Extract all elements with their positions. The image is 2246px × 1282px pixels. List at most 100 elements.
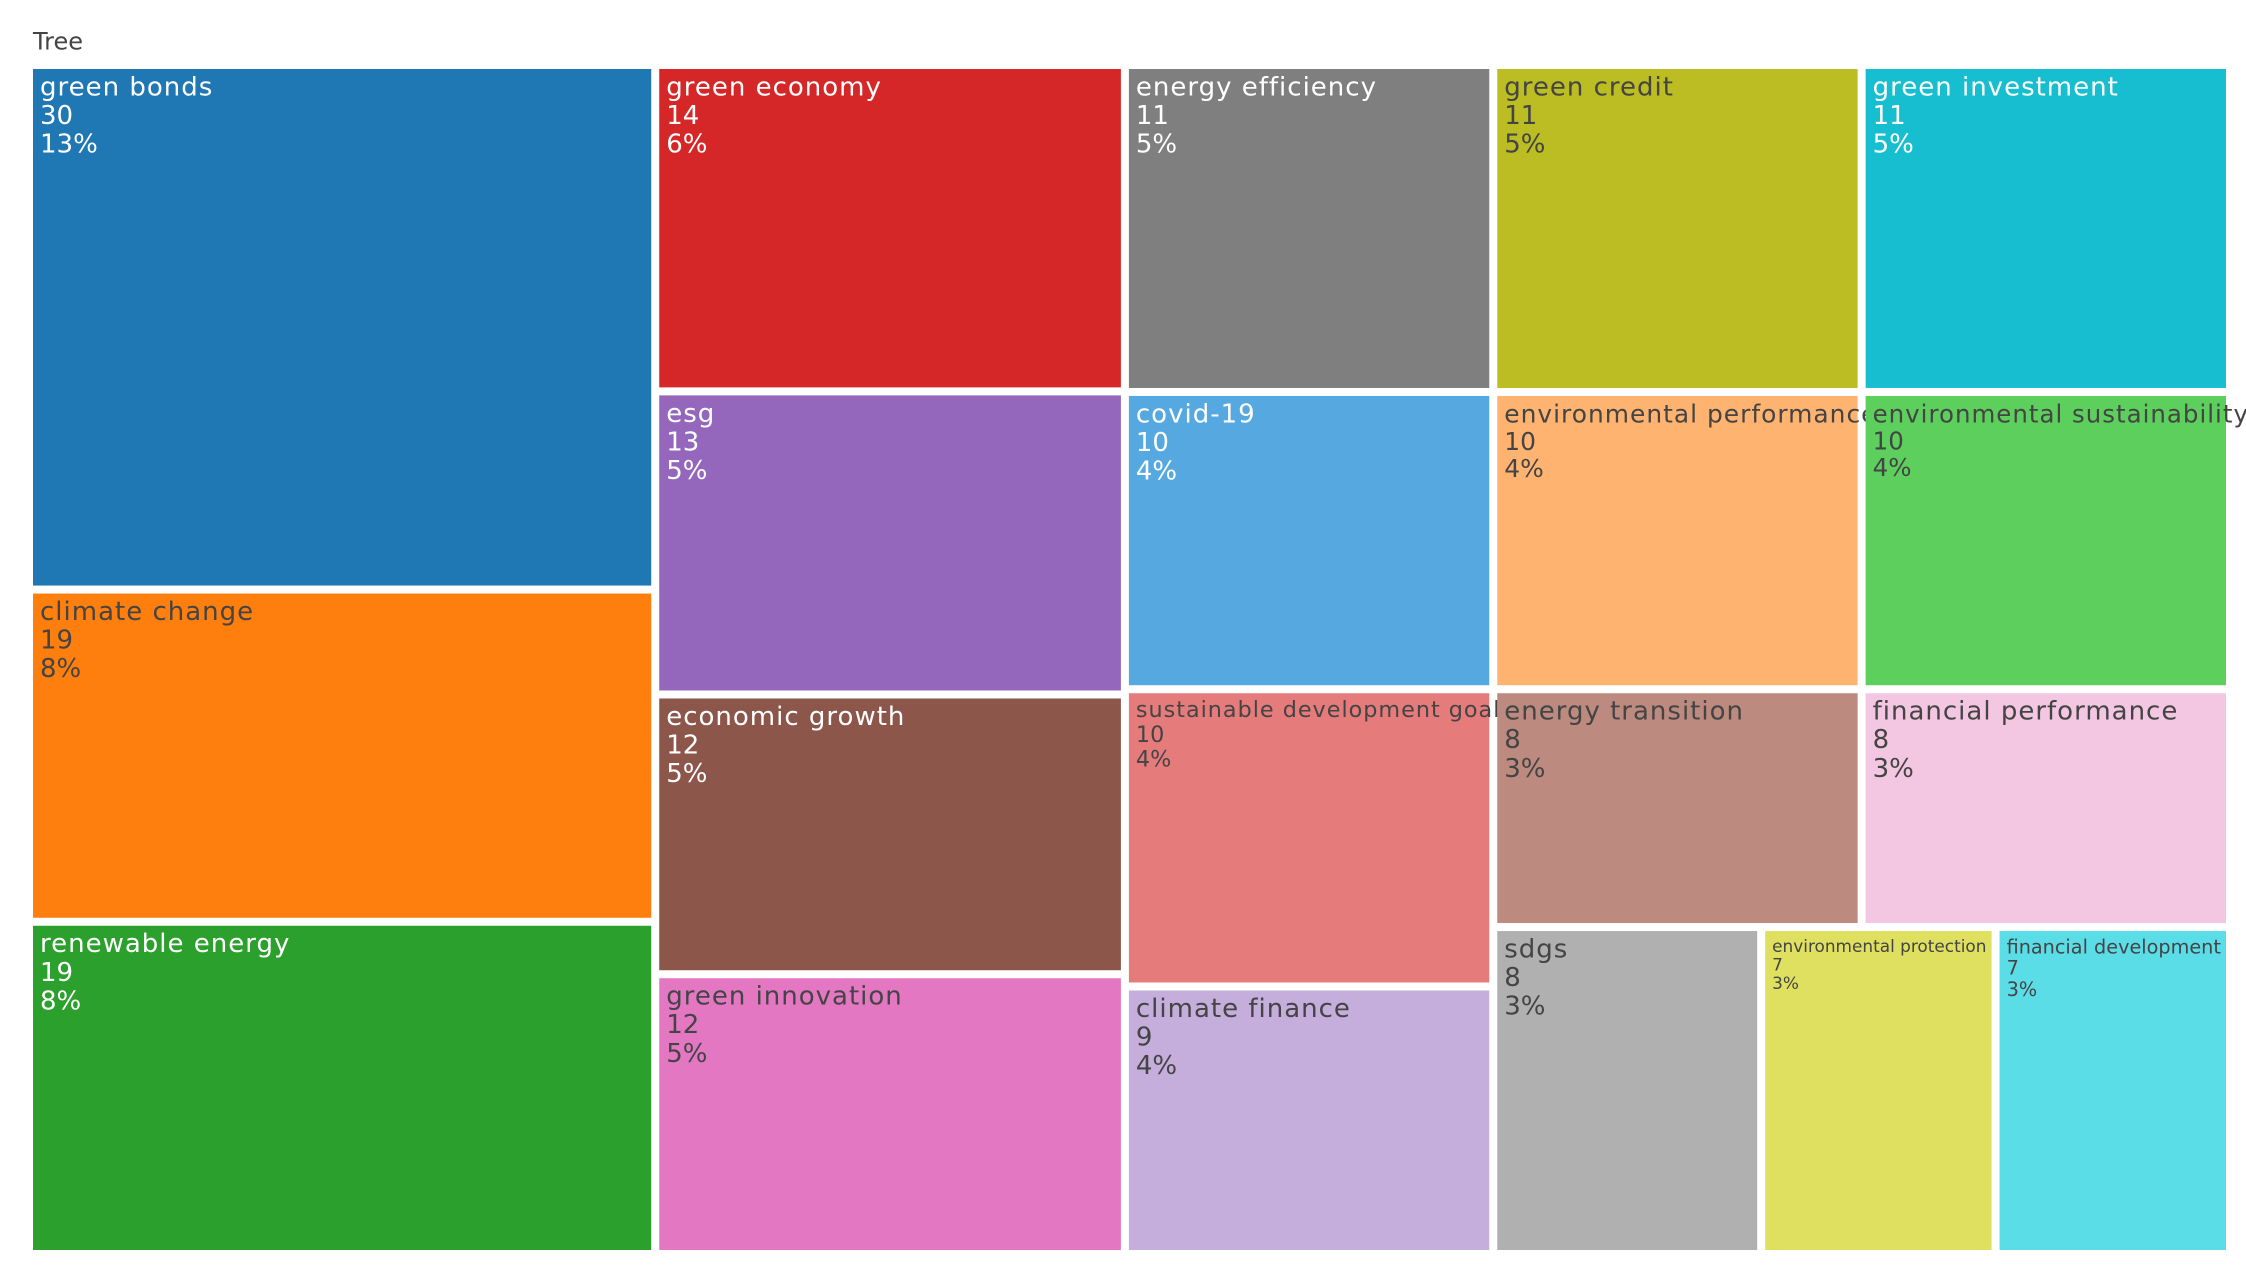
- tile-share: 4%: [1136, 1051, 1177, 1081]
- tile-value: 10: [1136, 428, 1169, 458]
- tile-share: 4%: [1504, 454, 1544, 483]
- tile-share: 5%: [666, 456, 707, 486]
- tile-label: energy transition: [1504, 697, 1744, 727]
- tile-value: 11: [1873, 101, 1906, 131]
- tile-share: 3%: [1504, 754, 1545, 784]
- tile-label: green investment: [1873, 72, 2119, 102]
- tile-label: environmental performance: [1504, 399, 1877, 428]
- tile-share: 5%: [1504, 130, 1545, 160]
- tile-rect: [1497, 69, 1858, 388]
- tile-label: financial performance: [1873, 697, 2179, 727]
- tile-label: green innovation: [666, 982, 903, 1012]
- tile-value: 8: [1504, 963, 1521, 993]
- tile-label: green bonds: [40, 72, 213, 102]
- tile-share: 4%: [1136, 746, 1171, 772]
- tile-label: energy efficiency: [1136, 72, 1377, 102]
- tile-share: 3%: [2007, 978, 2038, 1001]
- tile-share: 3%: [1504, 992, 1545, 1022]
- tile-rect: [1128, 395, 1490, 686]
- tile-share: 5%: [666, 759, 707, 789]
- tile-value: 11: [1504, 101, 1537, 131]
- tile-share: 8%: [40, 654, 81, 684]
- tile-share: 8%: [40, 986, 81, 1016]
- tile-rect: [1497, 931, 1758, 1250]
- tile-rect: [659, 395, 1121, 691]
- tile-share: 5%: [1873, 130, 1914, 160]
- tile-value: 11: [1136, 101, 1169, 131]
- tile-share: 13%: [40, 130, 98, 160]
- tile-value: 12: [666, 730, 699, 760]
- tile-share: 5%: [1136, 130, 1177, 160]
- tile-share: 3%: [1772, 973, 1799, 993]
- tile-rect: [1497, 693, 1858, 924]
- tile-label: sdgs: [1504, 934, 1568, 964]
- tile-value: 10: [1136, 722, 1164, 748]
- tile-value: 7: [1772, 954, 1783, 974]
- tile-value: 13: [666, 427, 699, 457]
- tile-value: 10: [1504, 427, 1536, 456]
- tile-label: covid-19: [1136, 399, 1256, 429]
- tile-label: economic growth: [666, 702, 905, 732]
- tile-rect: [1865, 693, 2226, 924]
- tile-rect: [1128, 693, 1490, 983]
- tile-value: 8: [1504, 725, 1521, 755]
- tile-rect: [1999, 931, 2226, 1250]
- tile-value: 8: [1873, 725, 1890, 755]
- tile-label: green credit: [1504, 72, 1674, 102]
- tile-rect: [1865, 395, 2226, 686]
- tile-label: environmental protection: [1772, 936, 1986, 956]
- tile-rect: [33, 925, 652, 1250]
- tile-value: 19: [40, 626, 73, 656]
- tile-rect: [659, 698, 1121, 971]
- tile-rect: [1765, 931, 1992, 1250]
- tile-label: renewable energy: [40, 929, 290, 959]
- tile-share: 5%: [666, 1039, 707, 1069]
- tile-label: sustainable development goals: [1136, 697, 1513, 723]
- tile-rect: [33, 593, 652, 918]
- tile-label: environmental sustainability: [1873, 399, 2246, 428]
- tile-label: green economy: [666, 72, 882, 102]
- tile-value: 12: [666, 1010, 699, 1040]
- tile-share: 3%: [1873, 754, 1914, 784]
- tile-value: 14: [666, 101, 699, 131]
- tile-value: 30: [40, 101, 73, 131]
- chart-title: Tree: [32, 28, 83, 56]
- tile-rect: [1497, 395, 1858, 686]
- tile-value: 7: [2007, 957, 2019, 980]
- tile-label: financial development: [2007, 935, 2222, 958]
- tile-value: 10: [1873, 426, 1904, 455]
- tile-label: climate finance: [1136, 994, 1351, 1024]
- tile-rect: [1128, 990, 1490, 1250]
- tile-rect: [33, 69, 652, 586]
- tile-share: 4%: [1136, 457, 1177, 487]
- tile-label: esg: [666, 399, 715, 429]
- tile-rect: [659, 69, 1121, 388]
- tile-share: 4%: [1873, 453, 1912, 482]
- tile-share: 6%: [666, 130, 707, 160]
- tile-rect: [1128, 69, 1490, 388]
- tile-value: 19: [40, 958, 73, 988]
- tile-rect: [659, 978, 1121, 1250]
- tile-rect: [1865, 69, 2226, 388]
- tile-value: 9: [1136, 1022, 1153, 1052]
